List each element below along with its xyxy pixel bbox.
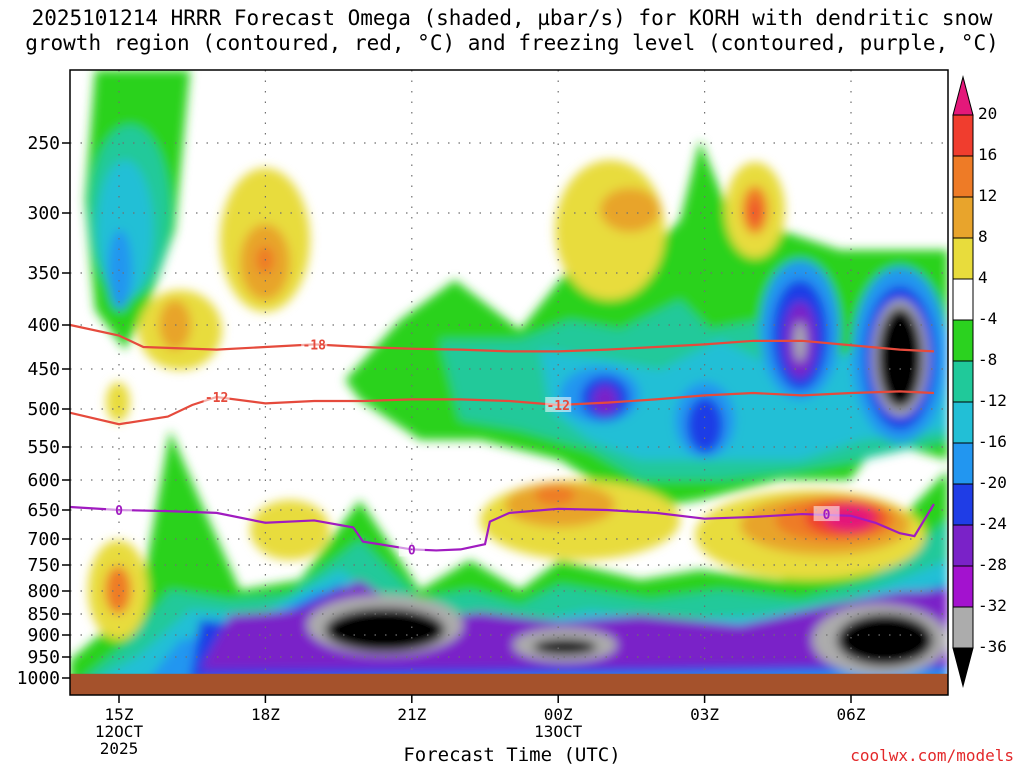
omega-blob (751, 200, 759, 224)
colorbar-bin (953, 402, 973, 443)
colorbar-label: -16 (978, 432, 1007, 451)
colorbar-label: -32 (978, 596, 1007, 615)
x-tick-label-21Z: 21Z (397, 705, 426, 724)
pressure-axis: 2503003504004505005506006507007508008509… (17, 133, 70, 689)
y-tick-label-300: 300 (27, 203, 60, 224)
contour-label: -12 (546, 399, 569, 414)
ground-surface (70, 674, 948, 695)
colorbar-label: 20 (978, 104, 997, 123)
y-tick-label-500: 500 (27, 399, 60, 420)
colorbar-bin (953, 238, 973, 279)
omega-blob (600, 188, 660, 232)
credit-link[interactable]: coolwx.com/models (850, 746, 1014, 765)
colorbar: 20 16 12 8 4 -4 -8 -12 -16 -20 -24 -28 -32 -36 (953, 77, 1007, 686)
x-tick-label-03Z: 03Z (690, 705, 719, 724)
omega-blob (108, 230, 132, 310)
y-tick-label-700: 700 (27, 529, 60, 550)
contour-label: 0 (115, 504, 123, 519)
colorbar-bin (953, 115, 973, 156)
colorbar-bin (953, 279, 973, 320)
y-tick-label-400: 400 (27, 315, 60, 336)
colorbar-label: -20 (978, 473, 1007, 492)
colorbar-bin (953, 566, 973, 607)
contour-label: 0 (408, 543, 416, 558)
omega-blob (687, 397, 723, 453)
colorbar-bin (953, 156, 973, 197)
colorbar-bin (953, 443, 973, 484)
x-tick-label-18Z: 18Z (251, 705, 280, 724)
plot-area: -18 -12 -12 0 0 0 (70, 70, 948, 695)
y-tick-label-950: 950 (27, 647, 60, 668)
colorbar-label: -12 (978, 391, 1007, 410)
colorbar-label: -24 (978, 514, 1007, 533)
colorbar-label: -36 (978, 637, 1007, 656)
contour-label: -18 (302, 338, 326, 353)
omega-blob (533, 639, 597, 655)
x-tick-sublabel: 13OCT (534, 722, 583, 741)
colorbar-label: 4 (978, 268, 988, 287)
colorbar-label: 8 (978, 227, 988, 246)
y-tick-label-1000: 1000 (17, 668, 60, 689)
omega-blob (106, 382, 130, 422)
y-tick-label-750: 750 (27, 555, 60, 576)
colorbar-bin-min (953, 648, 973, 686)
omega-time-height-chart: -18 -12 -12 0 0 0 250 300 350 400 450 500 550 600 650… (0, 0, 1024, 768)
colorbar-bin (953, 525, 973, 566)
colorbar-label: 12 (978, 186, 997, 205)
omega-blob (105, 566, 131, 614)
colorbar-bin (953, 607, 973, 648)
y-tick-label-800: 800 (27, 581, 60, 602)
colorbar-label: -28 (978, 555, 1007, 574)
y-tick-label-600: 600 (27, 470, 60, 491)
colorbar-bin (953, 197, 973, 238)
y-tick-label-900: 900 (27, 625, 60, 646)
x-tick-label-06Z: 06Z (837, 705, 866, 724)
y-tick-label-850: 850 (27, 604, 60, 625)
y-tick-label-650: 650 (27, 500, 60, 521)
omega-blob (535, 485, 575, 505)
colorbar-label: 16 (978, 145, 997, 164)
colorbar-label: -8 (978, 350, 997, 369)
y-tick-label-350: 350 (27, 263, 60, 284)
y-tick-label-450: 450 (27, 359, 60, 380)
contour-label: 0 (823, 508, 831, 523)
colorbar-label: -4 (978, 309, 997, 328)
contour-label: -12 (205, 391, 228, 406)
colorbar-bin-max (953, 77, 973, 115)
omega-blob (593, 386, 617, 414)
colorbar-bin (953, 320, 973, 361)
colorbar-bin (953, 484, 973, 525)
omega-blob (555, 160, 665, 300)
omega-blob (250, 500, 330, 560)
y-tick-label-250: 250 (27, 133, 60, 154)
colorbar-bin (953, 361, 973, 402)
y-tick-label-550: 550 (27, 437, 60, 458)
